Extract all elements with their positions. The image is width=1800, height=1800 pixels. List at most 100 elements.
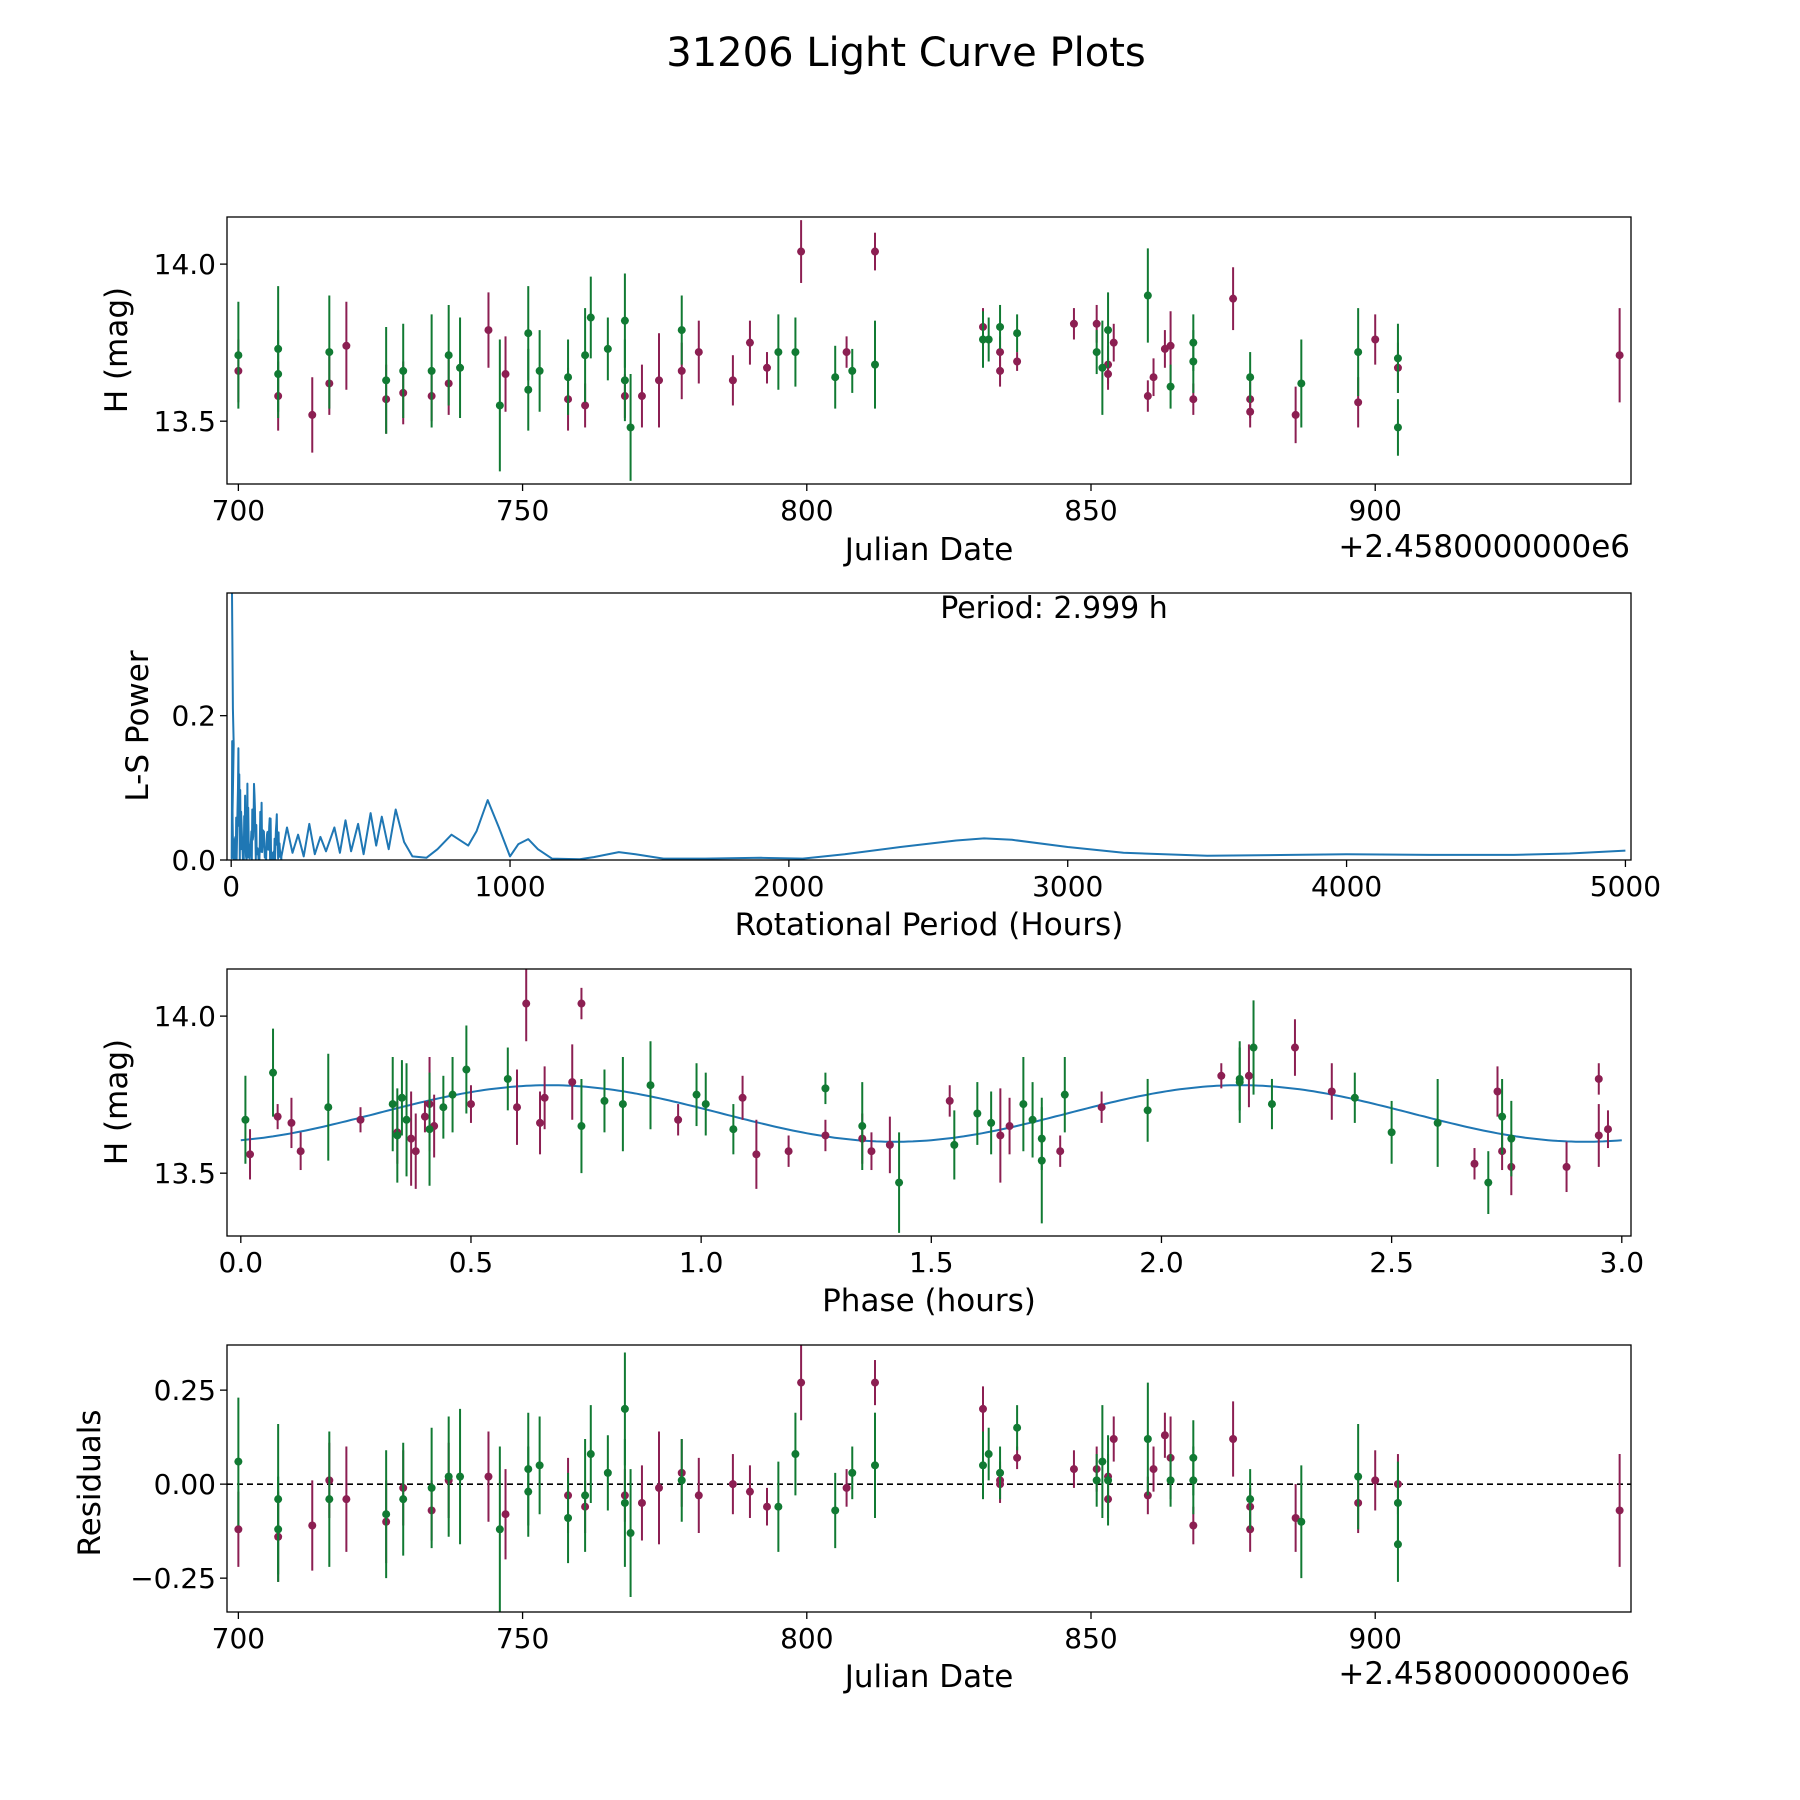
- lightcurve-data-point: [484, 326, 493, 335]
- phase-xtick-label: 0.5: [449, 1246, 494, 1279]
- lightcurve-data-point: [1143, 291, 1152, 300]
- lightcurve-data-point: [745, 338, 754, 347]
- lightcurve-data-point: [984, 335, 993, 344]
- residuals-data-point: [234, 1457, 243, 1466]
- phase-data-point: [1217, 1071, 1226, 1080]
- phase-data-point: [1498, 1112, 1507, 1121]
- phase-data-point: [973, 1109, 982, 1118]
- lightcurve-data-point: [581, 351, 590, 360]
- figure-title: 31206 Light Curve Plots: [666, 30, 1145, 76]
- lightcurve-data-point: [677, 326, 686, 335]
- phase-data-point: [448, 1090, 457, 1099]
- phase-data-point: [738, 1093, 747, 1102]
- residuals-xtick-label: 800: [780, 1622, 833, 1655]
- phase-data-point: [858, 1122, 867, 1131]
- lightcurve-data-point: [1098, 363, 1107, 372]
- periodogram-xlabel: Rotational Period (Hours): [735, 907, 1124, 943]
- lightcurve-data-point: [1354, 348, 1363, 357]
- residuals-data-point: [1189, 1521, 1198, 1530]
- phase-data-point: [513, 1103, 522, 1112]
- lightcurve-data-point: [325, 348, 334, 357]
- phase-data-point: [1060, 1090, 1069, 1099]
- residuals-data-point: [1143, 1435, 1152, 1444]
- residuals-data-point: [1189, 1476, 1198, 1485]
- residuals-ytick-label: 0.25: [154, 1374, 216, 1407]
- residuals-xtick-label: 750: [496, 1622, 549, 1655]
- lightcurve-offset-label: +2.4580000000e6: [1338, 529, 1630, 565]
- lightcurve-data-point: [620, 316, 629, 325]
- lightcurve-data-point: [1229, 294, 1238, 303]
- residuals-data-point: [1393, 1540, 1402, 1549]
- lightcurve-data-point: [456, 363, 465, 372]
- periodogram-ylabel: L-S Power: [120, 650, 156, 801]
- phase-data-point: [246, 1150, 255, 1159]
- lightcurve-data-point: [996, 366, 1005, 375]
- residuals-data-point: [1069, 1465, 1078, 1474]
- residuals-data-point: [1109, 1435, 1118, 1444]
- lightcurve-data-point: [655, 376, 663, 385]
- residuals-data-point: [274, 1495, 283, 1504]
- residuals-data-point: [1160, 1431, 1169, 1440]
- phase-data-point: [996, 1131, 1005, 1140]
- phase-data-point: [950, 1140, 959, 1149]
- residuals-panel: 700 750 800 850 900 −0.25 0.00 0.25 Julian Date…: [72, 1344, 1632, 1695]
- residuals-data-point: [620, 1498, 629, 1507]
- residuals-data-point: [1393, 1498, 1402, 1507]
- residuals-data-point: [1098, 1457, 1107, 1466]
- residuals-data-point: [325, 1495, 334, 1504]
- phase-data-point: [600, 1096, 609, 1105]
- lightcurve-data-point: [677, 366, 686, 375]
- lightcurve-data-point: [871, 247, 879, 256]
- lightcurve-data-point: [1013, 357, 1022, 366]
- residuals-data-point: [996, 1468, 1005, 1477]
- phase-data-point: [1005, 1122, 1014, 1131]
- lightcurve-xtick-label: 750: [496, 494, 549, 527]
- residuals-data-point: [1615, 1506, 1624, 1515]
- lightcurve-data-point: [728, 376, 737, 385]
- residuals-data-point: [456, 1472, 465, 1481]
- periodogram-xtick-label: 2000: [753, 870, 824, 903]
- phase-data-point: [1056, 1147, 1065, 1156]
- lightcurve-data-point: [382, 376, 391, 385]
- lightcurve-data-point: [1104, 326, 1113, 335]
- lightcurve-xtick-label: 850: [1064, 494, 1117, 527]
- residuals-data-point: [871, 1461, 879, 1470]
- phase-xtick-label: 1.5: [909, 1246, 954, 1279]
- residuals-data-point: [234, 1525, 243, 1534]
- residuals-data-point: [308, 1521, 317, 1530]
- residuals-data-point: [1092, 1476, 1101, 1485]
- phase-data-point: [701, 1100, 710, 1109]
- lightcurve-data-point: [1143, 392, 1152, 401]
- residuals-data-point: [1291, 1513, 1300, 1522]
- residuals-xtick-label: 700: [212, 1622, 265, 1655]
- residuals-xtick-label: 850: [1064, 1622, 1117, 1655]
- residuals-data-point: [1371, 1476, 1380, 1485]
- phase-data-point: [1594, 1131, 1603, 1140]
- residuals-data-point: [484, 1472, 493, 1481]
- residuals-data-point: [831, 1506, 840, 1515]
- lightcurve-data-point: [1166, 341, 1175, 350]
- phase-data-point: [577, 999, 586, 1008]
- residuals-data-point: [984, 1450, 993, 1459]
- phase-ylabel: H (mag): [99, 1039, 135, 1165]
- phase-data-point: [1350, 1093, 1359, 1102]
- lightcurve-data-point: [427, 366, 436, 375]
- lightcurve-data-point: [637, 392, 646, 401]
- phase-data-point: [241, 1115, 250, 1124]
- lightcurve-data-point: [831, 373, 840, 382]
- lightcurve-data-point: [1189, 338, 1198, 347]
- residuals-data-point: [842, 1483, 851, 1492]
- residuals-data-point: [1104, 1476, 1113, 1485]
- lightcurve-data-point: [501, 370, 510, 379]
- phase-data-point: [1143, 1106, 1152, 1115]
- residuals-ytick-label: −0.25: [130, 1562, 216, 1595]
- residuals-data-point: [791, 1450, 800, 1459]
- residuals-data-point: [979, 1404, 987, 1413]
- periodogram-data: [230, 593, 1626, 860]
- residuals-data-point: [342, 1495, 351, 1504]
- phase-frame: [226, 968, 1632, 1237]
- phase-data-point: [296, 1147, 305, 1156]
- phase-data-point: [439, 1103, 448, 1112]
- phase-data-point: [674, 1115, 683, 1124]
- phase-data-point: [577, 1122, 586, 1131]
